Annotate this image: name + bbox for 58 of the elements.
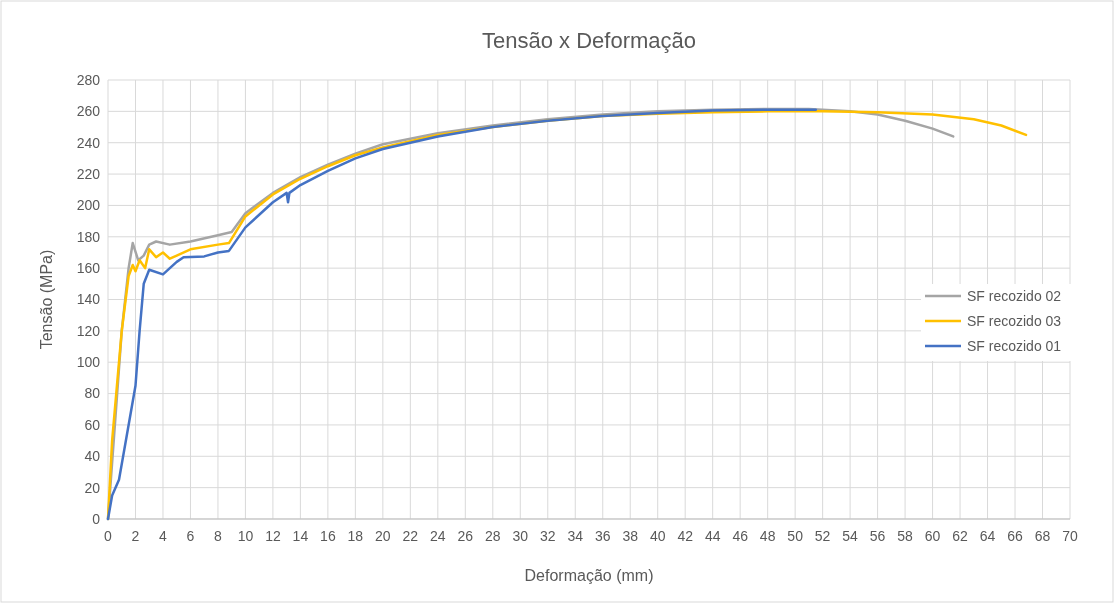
x-tick-label: 42 [677, 528, 694, 544]
y-tick-label: 80 [84, 385, 101, 402]
x-tick-label: 36 [594, 528, 611, 544]
y-tick-label: 180 [76, 228, 101, 245]
x-tick-label: 56 [869, 528, 886, 544]
x-tick-label: 68 [1034, 528, 1051, 544]
x-tick-label: 0 [104, 528, 113, 544]
x-tick-label: 70 [1062, 528, 1078, 544]
chart-title: Tensão x Deformação [482, 28, 696, 53]
x-tick-label: 2 [131, 528, 140, 544]
x-tick-label: 58 [897, 528, 914, 544]
y-axis-title: Tensão (MPa) [38, 249, 55, 350]
x-tick-label: 12 [265, 528, 281, 544]
y-tick-label: 220 [76, 165, 101, 182]
x-tick-label: 64 [979, 528, 996, 544]
x-tick-label: 8 [214, 528, 223, 544]
x-tick-label: 32 [539, 528, 556, 544]
x-tick-label: 20 [375, 528, 391, 544]
legend-label: SF recozido 01 [967, 337, 1062, 354]
y-tick-label: 0 [92, 510, 101, 527]
x-tick-label: 26 [457, 528, 474, 544]
x-tick-label: 44 [704, 528, 721, 544]
x-tick-label: 60 [924, 528, 941, 544]
x-tick-label: 22 [402, 528, 419, 544]
y-tick-label: 40 [84, 448, 101, 465]
line-series [106, 108, 818, 521]
y-tick-label: 260 [76, 103, 101, 120]
x-tick-label: 18 [347, 528, 364, 544]
x-tick-label: 48 [759, 528, 776, 544]
x-tick-label: 24 [430, 528, 446, 544]
y-tick-label: 200 [76, 197, 101, 214]
legend-label: SF recozido 03 [967, 312, 1062, 329]
y-tick-label: 240 [76, 134, 101, 151]
x-tick-label: 66 [1007, 528, 1024, 544]
x-tick-label: 28 [485, 528, 501, 544]
x-tick-label: 30 [512, 528, 529, 544]
x-tick-label: 38 [622, 528, 639, 544]
x-tick-label: 10 [237, 528, 254, 544]
x-tick-label: 62 [952, 528, 969, 544]
x-tick-label: 14 [292, 528, 309, 544]
x-tick-label: 50 [787, 528, 804, 544]
y-tick-label: 160 [76, 260, 101, 277]
x-tick-label: 4 [159, 528, 168, 544]
y-tick-label: 20 [84, 479, 101, 496]
x-tick-label: 16 [320, 528, 336, 544]
y-tick-label: 100 [76, 354, 101, 371]
y-tick-label: 60 [84, 416, 101, 433]
legend-label: SF recozido 02 [967, 287, 1062, 304]
x-tick-label: 46 [732, 528, 749, 544]
x-tick-label: 52 [814, 528, 831, 544]
x-tick-label: 34 [567, 528, 584, 544]
x-tick-label: 6 [186, 528, 195, 544]
x-tick-label: 40 [649, 528, 666, 544]
y-tick-label: 120 [76, 322, 101, 339]
x-tick-label: 54 [842, 528, 859, 544]
x-axis-title: Deformação (mm) [524, 567, 654, 584]
y-tick-label: 280 [76, 71, 101, 88]
y-tick-label: 140 [76, 291, 101, 308]
